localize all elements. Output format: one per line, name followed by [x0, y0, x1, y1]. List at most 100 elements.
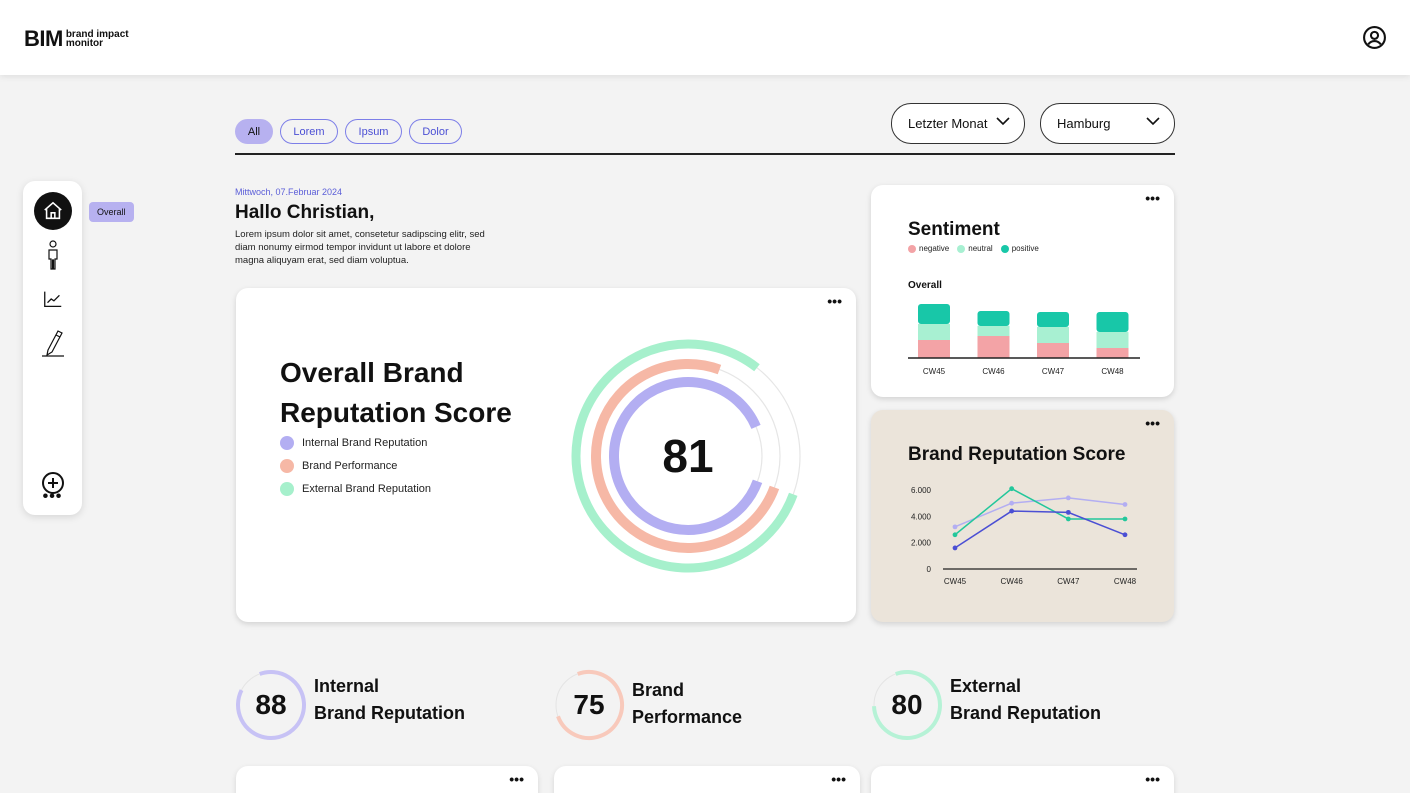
city-dropdown[interactable]: Hamburg	[1040, 103, 1175, 144]
period-dropdown-value: Letzter Monat	[908, 116, 988, 131]
card-menu-button[interactable]: •••	[1145, 771, 1160, 787]
x-tick-label: CW46	[1001, 577, 1024, 586]
overall-score-title-line2: Reputation Score	[280, 397, 512, 428]
kpi-label: Internal Brand Reputation	[314, 676, 465, 723]
nav-analytics[interactable]	[34, 280, 72, 318]
bar-segment-neutral-cw48	[1096, 332, 1129, 348]
bottom-card-1: •••	[236, 766, 538, 793]
profile-button[interactable]	[1362, 25, 1387, 50]
series-line-0	[954, 497, 1126, 528]
legend-label: Internal Brand Reputation	[302, 437, 428, 449]
data-point	[1122, 502, 1128, 507]
user-circle-icon	[1363, 26, 1386, 49]
x-tick-label: CW48	[1114, 577, 1137, 586]
data-point	[1009, 486, 1015, 492]
bottom-card-3: •••	[871, 766, 1174, 793]
bar-segment-negative-cw46	[977, 336, 1010, 358]
legend-item-external: External Brand Reputation	[280, 482, 431, 496]
legend-swatch	[280, 436, 294, 450]
filter-bar: All Lorem Ipsum Dolor Letzter Monat Hamb…	[235, 103, 1175, 155]
x-tick-label: CW45	[944, 577, 967, 586]
filter-pill-all[interactable]: All	[235, 119, 273, 144]
legend-label: External Brand Reputation	[302, 483, 432, 495]
kpi-external[interactable]: 80 External Brand Reputation	[871, 669, 1131, 743]
x-tick-label: CW47	[1057, 577, 1080, 586]
y-tick-label: 6.000	[911, 486, 932, 495]
legend-item-negative: negative	[908, 244, 949, 253]
kpi-value: 75	[573, 689, 605, 720]
intro-text: Lorem ipsum dolor sit amet, consetetur s…	[235, 229, 485, 266]
filter-pill-dolor[interactable]: Dolor	[409, 119, 462, 144]
card-menu-button[interactable]: •••	[827, 293, 842, 309]
x-tick-label: CW46	[982, 367, 1005, 376]
legend-label: Brand Performance	[302, 460, 398, 472]
overall-score-card: ••• Overall Brand Reputation Score Inter…	[236, 288, 856, 622]
pencil-icon	[42, 330, 64, 357]
sentiment-legend: negative neutral positive	[908, 244, 1039, 253]
x-tick-label: CW47	[1042, 367, 1065, 376]
brand-score-line-chart: 6.000 4.000 2.000 0 CW45 CW46 CW47 CW48	[911, 486, 1137, 586]
filter-pill-lorem[interactable]: Lorem	[280, 119, 338, 144]
nav-more-button[interactable]: •••	[42, 488, 63, 505]
data-point	[1122, 516, 1128, 522]
data-point	[1065, 495, 1071, 501]
sentiment-subtitle: Overall	[908, 280, 942, 291]
kpi-internal[interactable]: 88 Internal Brand Reputation	[235, 669, 495, 743]
legend-item-positive: positive	[1000, 244, 1039, 253]
overall-score-value: 81	[662, 430, 713, 482]
chevron-down-icon	[1146, 117, 1160, 126]
bar-segment-negative-cw48	[1096, 348, 1129, 358]
data-point	[952, 524, 958, 530]
card-menu-button[interactable]: •••	[509, 771, 524, 787]
data-point	[1009, 500, 1015, 506]
bar-segment-positive-cw47	[1037, 312, 1069, 327]
y-tick-label: 0	[927, 565, 932, 574]
data-point	[1009, 508, 1015, 514]
data-point	[952, 532, 958, 538]
nav-tooltip: Overall	[89, 202, 134, 222]
kpi-ring-arc	[872, 670, 942, 740]
card-menu-button[interactable]: •••	[1145, 190, 1160, 206]
sentiment-title: Sentiment	[908, 219, 1000, 240]
logo[interactable]: BIM brand impact monitor	[24, 26, 129, 52]
city-dropdown-value: Hamburg	[1057, 116, 1111, 131]
kpi-ring	[555, 670, 624, 740]
bar-segment-positive-cw45	[918, 304, 950, 324]
greeting-heading: Hallo Christian,	[235, 202, 375, 223]
brand-score-title: Brand Reputation Score	[908, 444, 1126, 465]
legend-swatch	[280, 459, 294, 473]
bar-segment-positive-cw48	[1096, 312, 1129, 332]
kpi-ring-arc	[556, 670, 624, 740]
kpi-ring	[236, 670, 306, 740]
legend-item-internal: Internal Brand Reputation	[280, 436, 427, 450]
kpi-label: Brand Performance	[632, 680, 743, 727]
card-menu-button[interactable]: •••	[831, 771, 846, 787]
filter-pill-ipsum[interactable]: Ipsum	[345, 119, 402, 144]
kpi-value: 80	[891, 689, 923, 720]
nav-edit[interactable]	[34, 324, 72, 362]
line-chart-icon	[44, 291, 62, 307]
logo-wordmark: BIM	[24, 26, 63, 51]
kpi-performance[interactable]: 75 Brand Performance	[553, 669, 813, 743]
bar-segment-neutral-cw47	[1037, 327, 1069, 343]
nav-home[interactable]	[34, 192, 72, 230]
x-tick-label: CW45	[923, 367, 946, 376]
nav-person[interactable]	[34, 236, 72, 274]
top-bar: BIM brand impact monitor	[0, 0, 1410, 75]
data-point	[952, 545, 958, 551]
nav-add[interactable]	[34, 464, 72, 502]
current-date: Mittwoch, 07.Februar 2024	[235, 187, 343, 197]
bar-segment-neutral-cw46	[977, 326, 1010, 336]
bar-segment-neutral-cw45	[918, 324, 950, 340]
period-dropdown[interactable]: Letzter Monat	[891, 103, 1025, 144]
brand-score-card: ••• Brand Reputation Score 6.000 4.000 2.0…	[871, 410, 1174, 622]
kpi-ring-arc	[236, 670, 306, 740]
card-menu-button[interactable]: •••	[1145, 415, 1160, 431]
home-icon	[44, 201, 62, 220]
data-point	[1065, 516, 1071, 522]
legend-swatch	[280, 482, 294, 496]
series-line-1	[954, 487, 1125, 536]
ring-chart: 81	[571, 339, 801, 573]
sentiment-card: ••• Sentiment negative neutral positive …	[871, 185, 1174, 397]
overall-score-title-line1: Overall Brand	[280, 357, 464, 388]
